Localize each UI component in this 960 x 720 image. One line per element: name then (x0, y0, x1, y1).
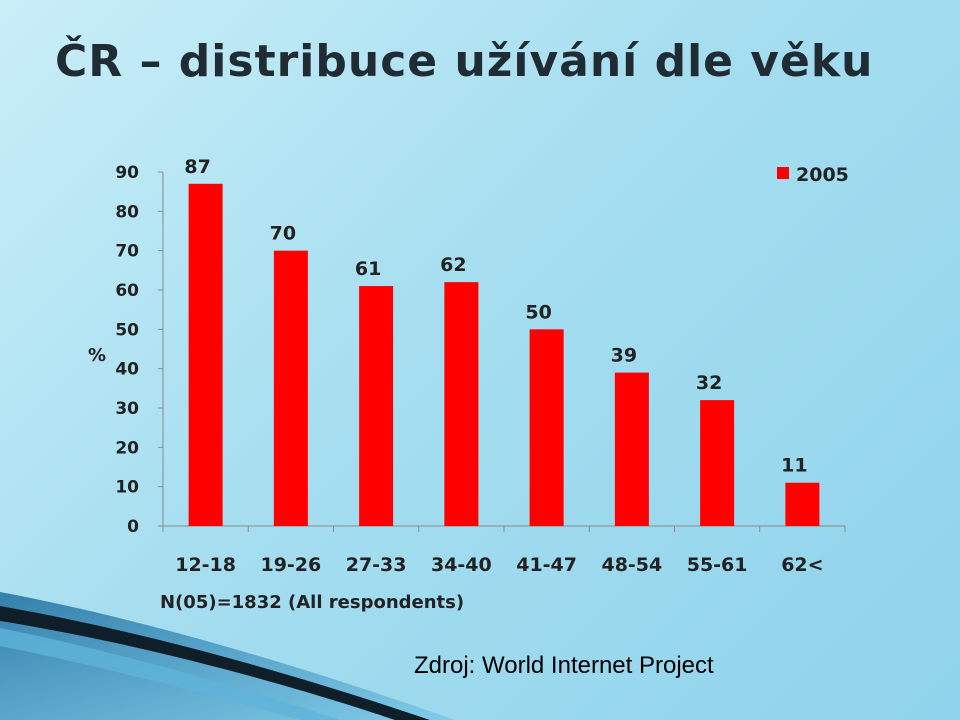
data-label: 62 (440, 254, 466, 276)
x-tick-label: 55-61 (687, 554, 748, 576)
y-axis-title: % (88, 345, 106, 366)
sample-note: N(05)=1832 (All respondents) (160, 592, 464, 613)
bar-19-26 (273, 250, 308, 526)
y-tick-label: 40 (115, 360, 139, 380)
y-tick-label: 30 (115, 399, 139, 419)
data-label: 11 (781, 455, 807, 477)
data-label: 61 (355, 258, 381, 280)
y-tick-label: 60 (115, 281, 139, 301)
data-label: 70 (270, 223, 296, 245)
x-tick-label: 34-40 (431, 554, 492, 576)
x-tick-label: 41-47 (516, 554, 577, 576)
legend-label: 2005 (796, 164, 849, 186)
y-tick-label: 0 (127, 517, 139, 537)
y-tick-label: 80 (115, 202, 139, 222)
bar-48-54 (614, 372, 649, 526)
bar-27-33 (359, 286, 394, 526)
bar-55-61 (700, 400, 735, 526)
y-tick-label: 90 (115, 163, 139, 183)
x-tick-label: 19-26 (260, 554, 321, 576)
slide-title: ČR – distribuce užívání dle věku (55, 36, 874, 87)
x-tick-label: 12-18 (175, 554, 236, 576)
data-label: 50 (525, 301, 551, 323)
legend-swatch (777, 167, 789, 179)
data-label: 32 (696, 372, 722, 394)
x-tick-label: 27-33 (346, 554, 407, 576)
bar-41-47 (529, 329, 564, 526)
source-text: Zdroj: World Internet Project (414, 652, 714, 679)
y-tick-label: 20 (115, 438, 139, 458)
y-tick-label: 70 (115, 242, 139, 262)
x-tick-label: 62< (781, 554, 823, 576)
bar-34-40 (444, 282, 479, 526)
decorative-swoosh (0, 592, 455, 720)
y-tick-label: 50 (115, 320, 139, 340)
y-tick-label: 10 (115, 478, 139, 498)
data-label: 39 (611, 345, 637, 367)
data-label: 87 (184, 156, 210, 178)
bar-62- (785, 482, 820, 526)
bar-12-18 (188, 183, 223, 527)
plot-area: 0 10 20 30 40 50 60 70 80 90% 87 12-18 70 19-26 61 27-3… (88, 156, 849, 613)
x-tick-label: 48-54 (601, 554, 662, 576)
